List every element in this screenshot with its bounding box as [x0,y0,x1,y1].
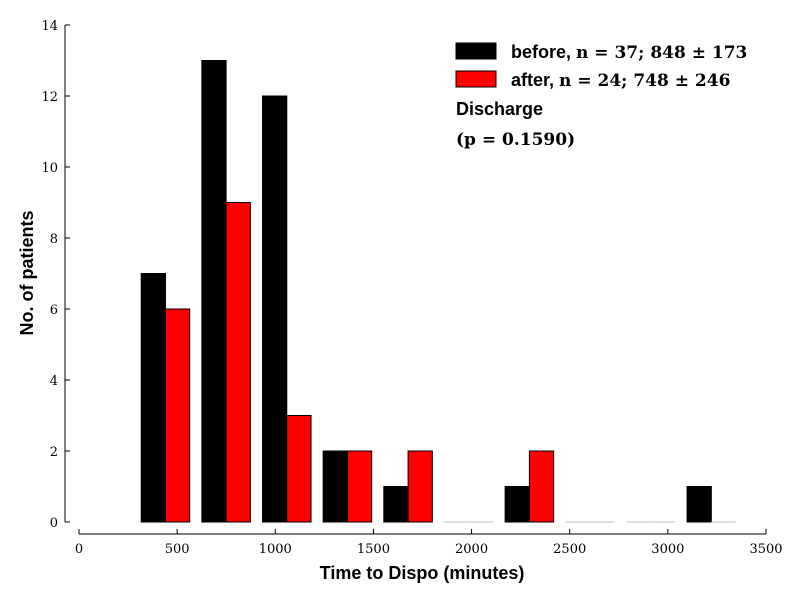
legend-series-before: before, [511,42,571,62]
annotation-pvalue: (p = 0.1590) [456,130,575,150]
legend-stats-before: n = 37; 848 ± 173 [576,43,747,63]
x-tick-label-0: 0 [75,542,83,557]
bar-after-4 [407,450,433,523]
x-tick-label-2500: 2500 [553,542,586,557]
legend-swatch-after [455,70,497,88]
y-tick-label-2: 2 [50,445,58,460]
bar-before-1 [201,60,227,523]
legend-label-before: before, n = 37; 848 ± 173 [511,42,747,63]
bar-after-1 [225,202,251,523]
bar-before-0 [140,273,166,523]
x-tick-label-3500: 3500 [749,542,782,557]
y-tick-label-12: 12 [41,90,58,105]
bar-after-0 [164,308,191,523]
bar-after-6 [528,450,555,523]
y-tick-label-0: 0 [50,516,58,531]
y-tick-label-8: 8 [50,232,58,247]
y-axis-title: No. of patients [17,211,37,336]
bar-before-3 [322,450,348,523]
bar-before-4 [383,486,409,523]
bars-group [140,60,736,523]
y-tick-label-14: 14 [41,19,58,34]
legend-series-after: after, [511,70,554,90]
annotation-title: Discharge [456,99,543,119]
bar-before-6 [504,486,530,523]
bar-after-2 [286,415,312,523]
x-axis-title: Time to Dispo (minutes) [320,563,525,583]
x-tick-label-3000: 3000 [651,542,684,557]
legend: before, n = 37; 848 ± 173 after, n = 24;… [455,42,747,150]
legend-stats-after: n = 24; 748 ± 246 [559,71,730,91]
y-tick-label-6: 6 [50,303,58,318]
bar-before-2 [262,95,288,523]
legend-label-after: after, n = 24; 748 ± 246 [511,70,730,91]
bar-before-9 [686,486,712,523]
x-tick-label-500: 500 [165,542,190,557]
y-tick-label-4: 4 [50,374,58,389]
x-tick-label-1000: 1000 [259,542,292,557]
x-tick-label-1500: 1500 [357,542,390,557]
axes-group [64,25,766,535]
x-ticks-group: 0 500 1000 1500 2000 2500 3000 3500 [75,529,783,557]
legend-swatch-before [455,42,497,60]
y-tick-label-10: 10 [41,161,58,176]
x-tick-label-2000: 2000 [455,542,488,557]
bar-after-3 [346,450,373,523]
y-ticks-group: 0 2 4 6 8 10 12 14 [41,19,70,531]
